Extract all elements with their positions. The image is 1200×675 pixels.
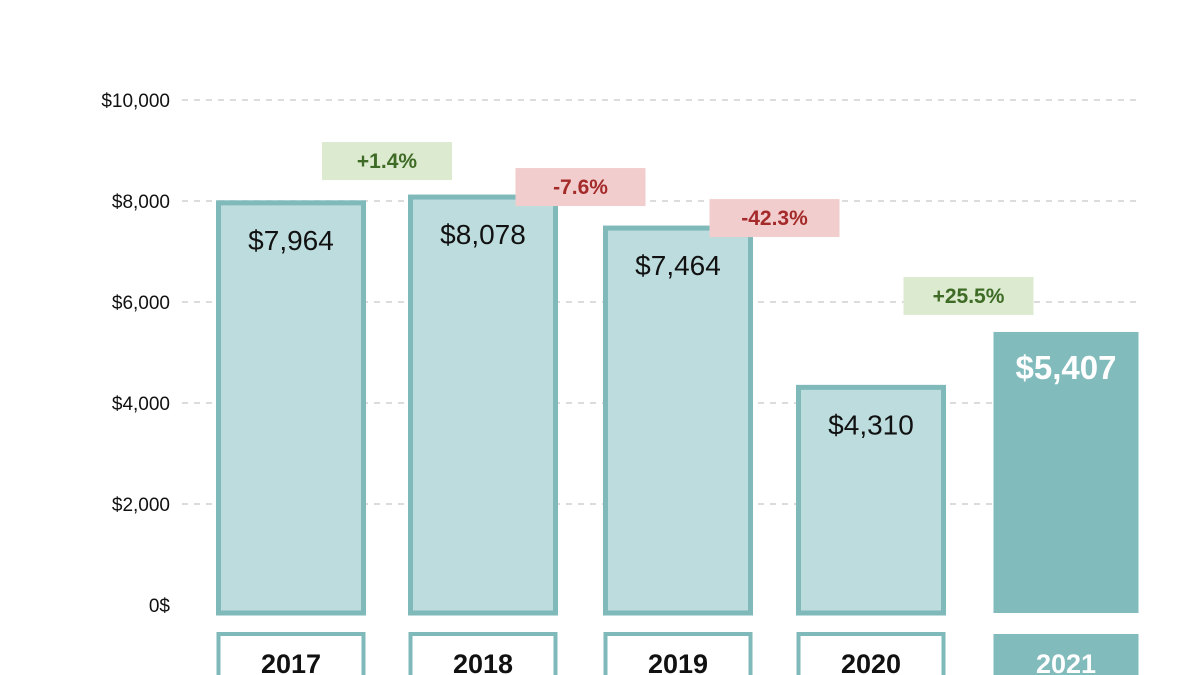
x-tick-box-2017: [216, 632, 366, 675]
data-label-2017: $7,964: [248, 225, 334, 256]
change-label: +1.4%: [357, 150, 417, 173]
data-label-2020: $4,310: [828, 409, 914, 440]
x-tick-label-2020: 2020: [841, 649, 901, 675]
change-badge: [709, 199, 840, 238]
change-badge: [322, 142, 452, 181]
x-tick-box-2020: [796, 632, 946, 675]
x-tick-box-2021: [993, 634, 1139, 675]
data-label-2018: $8,078: [440, 219, 526, 250]
bar-2018: [408, 194, 558, 616]
change-badge: [903, 276, 1034, 315]
change-label: -42.3%: [741, 207, 808, 230]
change-label: +25.5%: [933, 285, 1005, 308]
y-tick-label: $6,000: [112, 293, 170, 314]
bar-2021: [993, 331, 1139, 613]
x-tick-label-2018: 2018: [453, 649, 513, 675]
change-badge: [515, 168, 646, 207]
x-tick-label-2021: 2021: [1036, 649, 1096, 675]
x-tick-box-2019: [603, 632, 753, 675]
y-tick-label: $4,000: [112, 394, 170, 415]
x-tick-box-2018: [408, 632, 558, 675]
y-tick-label: $2,000: [112, 495, 170, 516]
data-label-2019: $7,464: [635, 250, 721, 281]
bar-2019: [603, 225, 753, 616]
y-tick-label: $8,000: [112, 192, 170, 213]
y-tick-label: 0$: [149, 596, 171, 617]
bar-2017: [216, 200, 366, 616]
x-tick-label-2019: 2019: [648, 649, 708, 675]
change-label: -7.6%: [553, 176, 608, 199]
data-label-2021: $5,407: [1016, 349, 1117, 386]
y-tick-label: $10,000: [101, 91, 170, 112]
bar-2020: [796, 384, 946, 616]
x-tick-label-2017: 2017: [261, 649, 321, 675]
